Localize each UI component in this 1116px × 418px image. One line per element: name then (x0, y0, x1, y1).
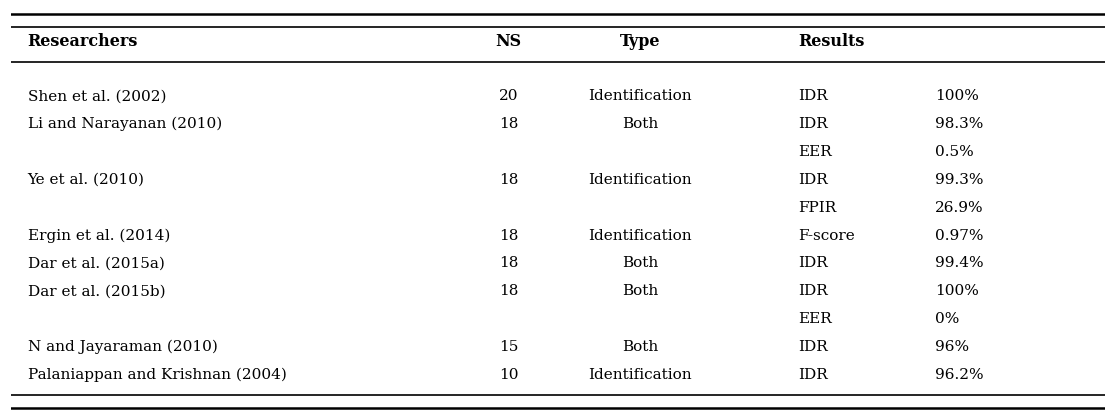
Text: Type: Type (619, 33, 661, 50)
Text: Ye et al. (2010): Ye et al. (2010) (28, 173, 145, 187)
Text: Shen et al. (2002): Shen et al. (2002) (28, 89, 166, 103)
Text: 18: 18 (499, 284, 519, 298)
Text: Identification: Identification (588, 368, 692, 382)
Text: IDR: IDR (799, 284, 828, 298)
Text: FPIR: FPIR (799, 201, 837, 215)
Text: 18: 18 (499, 117, 519, 131)
Text: 99.3%: 99.3% (935, 173, 984, 187)
Text: 26.9%: 26.9% (935, 201, 984, 215)
Text: 98.3%: 98.3% (935, 117, 983, 131)
Text: 18: 18 (499, 173, 519, 187)
Text: 99.4%: 99.4% (935, 257, 984, 270)
Text: 0.5%: 0.5% (935, 145, 974, 159)
Text: Dar et al. (2015a): Dar et al. (2015a) (28, 257, 164, 270)
Text: 96.2%: 96.2% (935, 368, 984, 382)
Text: 18: 18 (499, 229, 519, 242)
Text: EER: EER (799, 145, 833, 159)
Text: NS: NS (496, 33, 522, 50)
Text: IDR: IDR (799, 368, 828, 382)
Text: Both: Both (622, 284, 658, 298)
Text: 20: 20 (499, 89, 519, 103)
Text: 0%: 0% (935, 312, 960, 326)
Text: N and Jayaraman (2010): N and Jayaraman (2010) (28, 340, 218, 354)
Text: Dar et al. (2015b): Dar et al. (2015b) (28, 284, 165, 298)
Text: Ergin et al. (2014): Ergin et al. (2014) (28, 228, 170, 243)
Text: Researchers: Researchers (28, 33, 138, 50)
Text: Both: Both (622, 340, 658, 354)
Text: Identification: Identification (588, 89, 692, 103)
Text: EER: EER (799, 312, 833, 326)
Text: Both: Both (622, 257, 658, 270)
Text: 100%: 100% (935, 284, 979, 298)
Text: 96%: 96% (935, 340, 970, 354)
Text: IDR: IDR (799, 340, 828, 354)
Text: IDR: IDR (799, 257, 828, 270)
Text: IDR: IDR (799, 117, 828, 131)
Text: 100%: 100% (935, 89, 979, 103)
Text: 15: 15 (499, 340, 519, 354)
Text: Results: Results (799, 33, 865, 50)
Text: 18: 18 (499, 257, 519, 270)
Text: Palaniappan and Krishnan (2004): Palaniappan and Krishnan (2004) (28, 368, 287, 382)
Text: F-score: F-score (799, 229, 855, 242)
Text: IDR: IDR (799, 173, 828, 187)
Text: 0.97%: 0.97% (935, 229, 984, 242)
Text: Identification: Identification (588, 229, 692, 242)
Text: Li and Narayanan (2010): Li and Narayanan (2010) (28, 117, 222, 131)
Text: Identification: Identification (588, 173, 692, 187)
Text: 10: 10 (499, 368, 519, 382)
Text: Both: Both (622, 117, 658, 131)
Text: IDR: IDR (799, 89, 828, 103)
